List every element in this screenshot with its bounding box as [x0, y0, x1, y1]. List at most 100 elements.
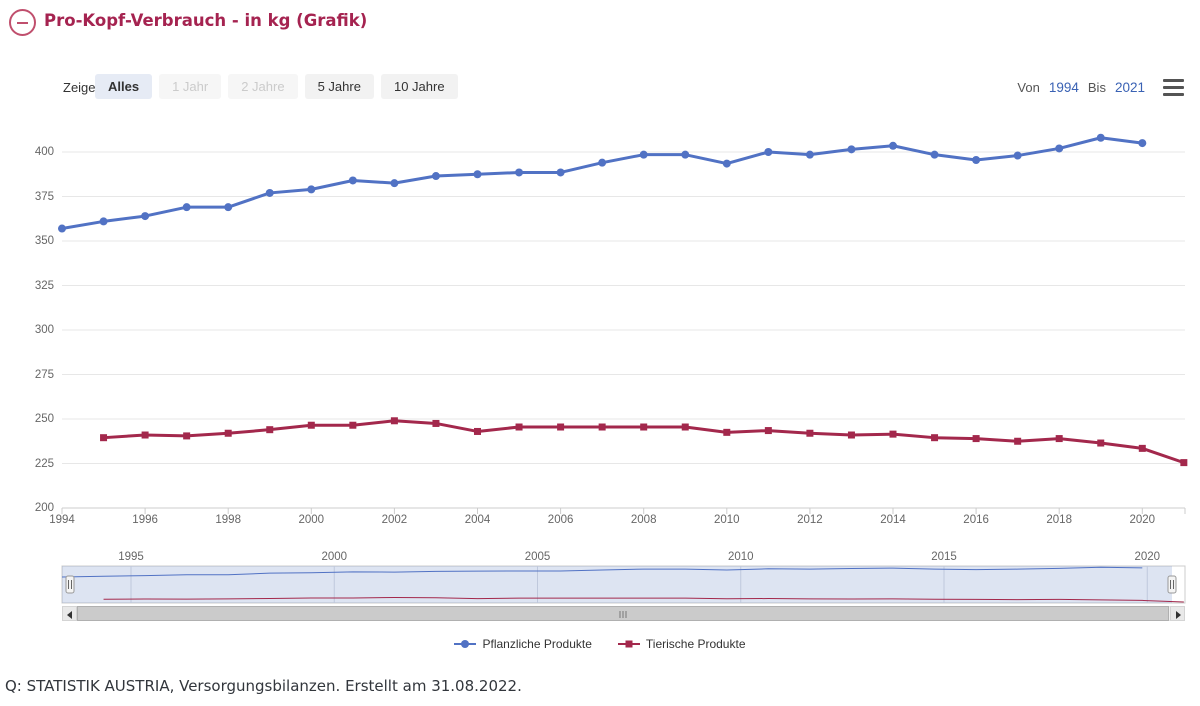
nav-axis-label: 2020 — [1134, 551, 1161, 563]
x-axis-label: 2008 — [630, 514, 657, 526]
data-point-circle[interactable] — [141, 212, 150, 221]
data-point-circle[interactable] — [722, 159, 731, 168]
data-point-square[interactable] — [557, 423, 565, 431]
hamburger-menu-icon — [1163, 79, 1184, 83]
legend-item-tierische[interactable]: Tierische Produkte — [617, 637, 746, 651]
x-axis-label: 2016 — [963, 514, 989, 526]
data-point-circle[interactable] — [1055, 144, 1064, 153]
navigator-series-circle — [61, 566, 1143, 578]
data-point-circle[interactable] — [598, 158, 607, 167]
range-button-2-jahre: 2 Jahre — [228, 74, 298, 99]
data-point-circle[interactable] — [930, 150, 939, 159]
nav-axis-label: 2005 — [524, 551, 551, 563]
data-point-square[interactable] — [598, 423, 606, 431]
data-point-square[interactable] — [931, 434, 939, 442]
data-point-circle[interactable] — [1013, 151, 1022, 160]
x-axis-label: 2012 — [797, 514, 823, 526]
x-axis-label: 2014 — [880, 514, 906, 526]
x-axis-label: 1994 — [49, 514, 75, 526]
data-point-circle[interactable] — [99, 217, 108, 226]
data-point-square[interactable] — [100, 434, 108, 442]
data-point-square[interactable] — [307, 421, 315, 429]
nav-axis-label: 2015 — [931, 551, 957, 563]
x-axis-label: 2000 — [298, 514, 325, 526]
data-point-square[interactable] — [474, 427, 481, 435]
data-point-square[interactable] — [183, 432, 191, 440]
data-point-square[interactable] — [141, 431, 149, 439]
data-point-square[interactable] — [764, 427, 772, 435]
y-axis-label: 275 — [34, 368, 54, 381]
scrollbar-left-button[interactable] — [62, 606, 77, 621]
data-point-square[interactable] — [681, 423, 689, 431]
navigator-selected-range[interactable] — [62, 566, 1172, 603]
data-point-circle[interactable] — [390, 179, 399, 188]
legend-item-pflanzliche[interactable]: Pflanzliche Produkte — [454, 637, 592, 651]
y-axis-label: 375 — [34, 190, 54, 203]
data-point-circle[interactable] — [1138, 139, 1147, 148]
range-button-10-jahre[interactable]: 10 Jahre — [380, 74, 458, 99]
data-point-circle[interactable] — [972, 156, 981, 165]
data-point-circle[interactable] — [556, 168, 565, 177]
data-point-circle[interactable] — [515, 168, 524, 177]
x-axis-label: 2006 — [547, 514, 574, 526]
data-point-circle[interactable] — [348, 176, 357, 185]
data-point-circle[interactable] — [182, 203, 191, 212]
nav-axis-label: 2010 — [727, 551, 754, 563]
data-point-square[interactable] — [723, 428, 731, 436]
data-point-square[interactable] — [266, 426, 274, 434]
range-selector-label: Zeige — [63, 80, 96, 95]
grip-lines-icon — [619, 611, 627, 618]
data-point-square[interactable] — [1055, 435, 1063, 443]
data-point-square[interactable] — [432, 419, 440, 427]
y-axis-label: 350 — [34, 235, 54, 247]
navigator-left-handle[interactable] — [65, 575, 75, 594]
data-point-square[interactable] — [515, 423, 523, 431]
data-point-square[interactable] — [1014, 437, 1022, 445]
data-point-square[interactable] — [224, 429, 232, 437]
scrollbar-right-button[interactable] — [1170, 606, 1185, 621]
navigator-right-handle[interactable] — [1167, 575, 1177, 594]
von-input[interactable]: 1994 — [1048, 80, 1079, 95]
legend-label: Tierische Produkte — [645, 637, 746, 651]
data-point-circle[interactable] — [58, 224, 66, 233]
x-axis-label: 1998 — [215, 514, 241, 526]
data-point-square[interactable] — [640, 423, 648, 431]
data-point-circle[interactable] — [473, 170, 482, 179]
data-point-square[interactable] — [847, 431, 855, 439]
chart-menu-button[interactable] — [1162, 78, 1186, 97]
range-button-alles[interactable]: Alles — [95, 74, 153, 99]
data-point-circle[interactable] — [224, 203, 233, 212]
range-button-5-jahre[interactable]: 5 Jahre — [304, 74, 374, 99]
data-point-square[interactable] — [390, 417, 398, 425]
bis-input[interactable]: 2021 — [1114, 80, 1145, 95]
navigator-series-square — [103, 596, 1184, 603]
data-point-circle[interactable] — [431, 172, 440, 181]
data-point-circle[interactable] — [1096, 133, 1105, 142]
data-point-square[interactable] — [972, 435, 980, 443]
data-point-circle[interactable] — [307, 185, 316, 194]
data-point-circle[interactable] — [265, 188, 274, 197]
data-point-square[interactable] — [349, 421, 357, 429]
bis-label: Bis — [1087, 80, 1106, 95]
data-point-square[interactable] — [806, 429, 814, 437]
data-point-circle[interactable] — [889, 141, 897, 150]
data-point-circle[interactable] — [639, 150, 648, 159]
data-point-circle[interactable] — [681, 150, 690, 159]
scrollbar-thumb[interactable] — [77, 606, 1169, 621]
collapse-section-button[interactable] — [9, 9, 36, 36]
page-title: Pro-Kopf-Verbrauch - in kg (Grafik) — [44, 11, 368, 30]
series-line-pflanzliche[interactable] — [61, 136, 1143, 231]
data-point-circle[interactable] — [805, 150, 814, 159]
source-note: Q: STATISTIK AUSTRIA, Versorgungsbilanze… — [5, 677, 522, 695]
data-point-square[interactable] — [1180, 459, 1188, 467]
legend-circle-marker-icon — [454, 640, 477, 648]
data-point-circle[interactable] — [764, 148, 773, 156]
data-point-square[interactable] — [1138, 444, 1146, 452]
data-point-circle[interactable] — [847, 145, 856, 154]
x-axis-label: 2020 — [1129, 514, 1156, 526]
data-point-square[interactable] — [1097, 439, 1105, 447]
data-point-square[interactable] — [889, 430, 897, 438]
x-axis-label: 1996 — [132, 514, 158, 526]
x-axis-label: 2002 — [381, 514, 408, 526]
